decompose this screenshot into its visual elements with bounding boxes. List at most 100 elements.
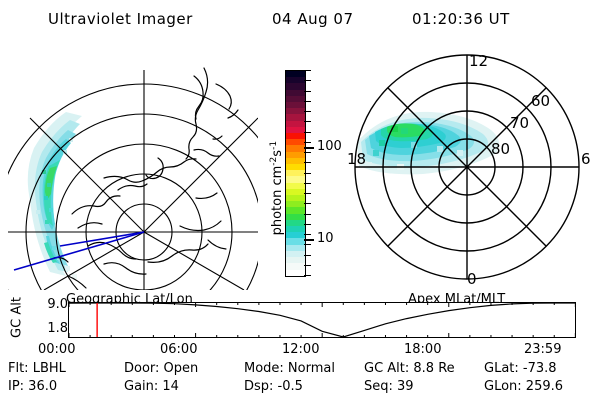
colorbar-swatch (286, 170, 305, 177)
colorbar-swatch (286, 126, 305, 134)
status-gain: Gain: 14 (124, 379, 179, 394)
colorbar-minor-tick (304, 234, 311, 235)
colorbar-minor-tick (304, 244, 311, 246)
colorbar-swatch (286, 95, 305, 103)
colorbar-swatch (286, 195, 305, 202)
colorbar-minor-tick (304, 141, 311, 143)
mlt-label-18: 18 (347, 150, 366, 168)
gc-alt-curve (68, 302, 575, 338)
mlt-label-6: 6 (581, 150, 591, 168)
status-mode: Mode: Normal (244, 361, 335, 376)
colorbar-minor-tick (304, 131, 311, 133)
aurora-emission-dial (357, 111, 500, 175)
colorbar-minor-tick (304, 275, 311, 276)
status-readout: Flt: LBHL IP: 36.0 Door: Open Gain: 14 M… (0, 362, 600, 400)
gc-alt-y-ticks: 9.0 1.8 (32, 296, 68, 340)
colorbar-swatch (286, 201, 305, 208)
colorbar-swatch (286, 133, 305, 140)
colorbar-swatch (286, 157, 305, 165)
geographic-map-svg (8, 67, 258, 290)
status-seq: Seq: 39 (364, 379, 414, 394)
colorbar-minor-tick (304, 264, 311, 266)
apex-dial-svg: 12 0 18 6 60 70 80 (347, 52, 591, 288)
mlt-spokes (355, 55, 579, 279)
colorbar-swatch (286, 108, 305, 115)
mlt-label-12: 12 (469, 52, 488, 70)
colorbar-swatch (286, 263, 305, 270)
colorbar-swatch (286, 176, 305, 183)
longitude-gridlines (8, 70, 258, 290)
colorbar-swatch (286, 257, 305, 264)
status-door: Door: Open (124, 361, 199, 376)
colorbar-swatch (286, 89, 305, 96)
colorbar-minor-tick (304, 162, 311, 164)
colorbar-swatch (286, 164, 305, 171)
apex-mlat-mlt-panel: 12 0 18 6 60 70 80 (345, 50, 595, 290)
colorbar-swatch (286, 226, 305, 233)
colorbar-minor-tick (304, 80, 311, 82)
time-axis-ticks: 00:00 06:00 12:00 18:00 23:59 (0, 342, 600, 358)
colorbar-swatch (286, 244, 305, 251)
status-glat: GLat: -73.8 (484, 361, 557, 376)
colorbar-swatch (286, 182, 305, 189)
colorbar-swatch (286, 83, 305, 90)
mlat-label-80: 80 (491, 140, 510, 158)
colorbar-minor-tick (304, 172, 311, 174)
observation-date: 04 Aug 07 (272, 10, 354, 28)
xtick-1800: 18:00 (404, 342, 442, 357)
gc-alt-axis-label: GC Alt (9, 297, 25, 338)
colorbar-minor-tick (304, 152, 311, 153)
colorbar-swatch (286, 151, 305, 158)
colorbar-swatch (286, 120, 305, 127)
xtick-2359: 23:59 (524, 342, 562, 357)
colorbar-swatch (286, 238, 305, 245)
xtick-1200: 12:00 (282, 342, 320, 357)
colorbar-swatch (286, 114, 305, 121)
mlat-label-60: 60 (531, 92, 550, 110)
coastline-outlines (53, 67, 239, 289)
observation-time: 01:20:36 UT (412, 10, 510, 28)
status-dsp: Dsp: -0.5 (244, 379, 303, 394)
instrument-title: Ultraviolet Imager (48, 10, 193, 28)
status-ip: IP: 36.0 (8, 379, 58, 394)
gc-alt-svg (68, 302, 576, 338)
colorbar-swatch (286, 269, 305, 276)
colorbar-major-tick (304, 238, 314, 241)
colorbar-swatch (286, 232, 305, 239)
colorbar-minor-tick (304, 100, 311, 102)
colorbar-swatch (286, 250, 305, 258)
geographic-map-panel (8, 50, 258, 290)
gc-alt-frame (68, 302, 576, 338)
gc-alt-ytick-bottom: 1.8 (47, 321, 68, 336)
colorbar (285, 70, 306, 277)
colorbar-swatch (286, 188, 305, 196)
colorbar-swatch (286, 139, 305, 146)
colorbar-swatch (286, 207, 305, 214)
header-bar: Ultraviolet Imager 04 Aug 07 01:20:36 UT (0, 8, 600, 34)
status-glon: GLon: 259.6 (484, 379, 564, 394)
xtick-0600: 06:00 (160, 342, 198, 357)
colorbar-axis-label: photon cm-2s-1 (262, 118, 285, 268)
colorbar-minor-tick (304, 182, 311, 184)
colorbar-major-tick (304, 146, 314, 149)
gc-alt-timeseries-plot (68, 302, 576, 338)
colorbar-minor-tick (304, 90, 311, 92)
colorbar-tick-label: 10 (317, 230, 334, 246)
colorbar-swatch (286, 145, 305, 152)
terminator-line-segment (59, 231, 145, 247)
status-gc-alt: GC Alt: 8.8 Re (364, 361, 455, 376)
colorbar-minor-tick (304, 213, 311, 215)
colorbar-ticks: 100 10 (304, 62, 350, 284)
colorbar-units-text: photon cm-2s-1 (268, 140, 286, 236)
colorbar-minor-tick (304, 193, 311, 194)
colorbar-minor-tick (304, 223, 311, 225)
colorbar-minor-tick (304, 111, 311, 112)
colorbar-swatch (286, 219, 305, 227)
colorbar-tick-label: 100 (317, 138, 342, 154)
colorbar-swatch (286, 71, 305, 78)
colorbar-minor-tick (304, 121, 311, 123)
colorbar-swatch (286, 213, 305, 220)
mlat-label-70: 70 (510, 114, 529, 132)
mlt-label-0: 0 (467, 270, 477, 288)
terminator-line (13, 231, 145, 271)
